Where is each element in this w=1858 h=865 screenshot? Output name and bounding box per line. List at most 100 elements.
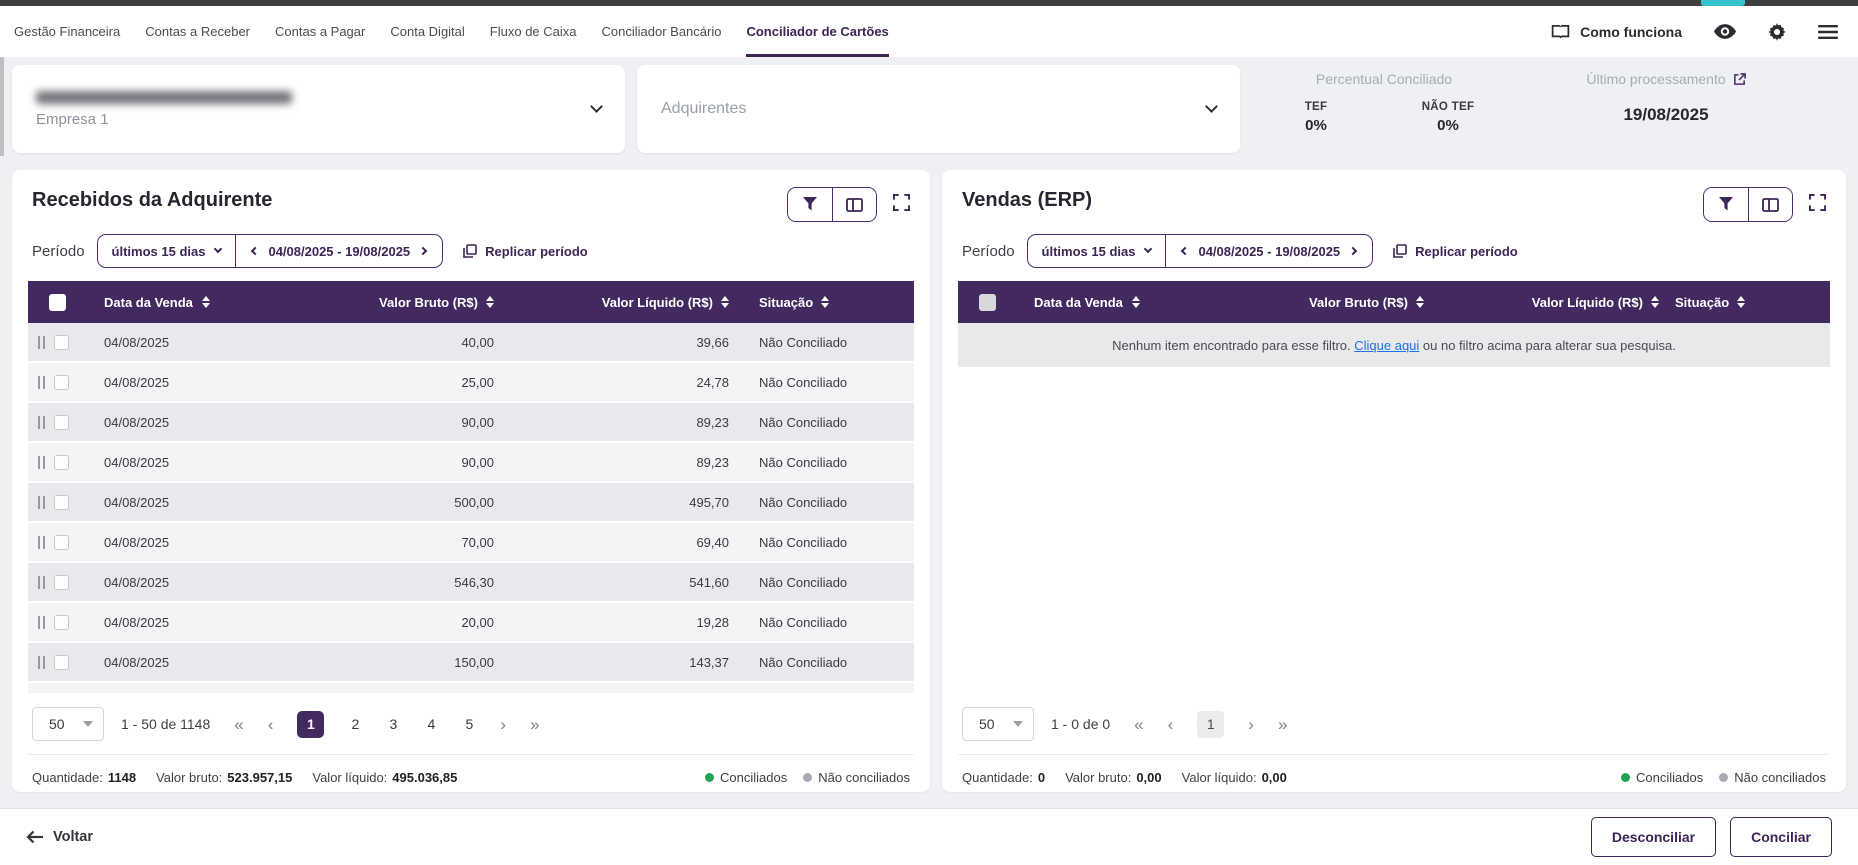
status-badge: Não Conciliado	[759, 454, 848, 470]
drag-handle-icon[interactable]	[38, 575, 45, 589]
menu-icon[interactable]	[1818, 24, 1838, 40]
chevron-left-icon[interactable]	[251, 246, 260, 256]
conciliar-button[interactable]: Conciliar	[1730, 817, 1832, 857]
filter-icon[interactable]	[1704, 188, 1748, 221]
last-page-button[interactable]: »	[1277, 714, 1288, 734]
desconciliar-button[interactable]: Desconciliar	[1590, 817, 1717, 857]
period-preset-select[interactable]: últimos 15 dias	[98, 235, 236, 267]
table-row[interactable]: 04/08/2025 90,00 89,23 Não Conciliado	[28, 443, 914, 483]
sort-icon[interactable]	[1131, 295, 1140, 309]
nav-fluxo-de-caixa[interactable]: Fluxo de Caixa	[489, 24, 577, 39]
empty-state-message: Nenhum item encontrado para esse filtro.…	[958, 323, 1830, 367]
next-page-button[interactable]: ›	[500, 714, 507, 734]
left-summary: Quantidade: 1148 Valor bruto: 523.957,15 V…	[28, 754, 914, 792]
table-row[interactable]: 04/08/2025 20,00 19,28 Não Conciliado	[28, 603, 914, 643]
replicate-period-button[interactable]: Replicar período	[463, 244, 588, 259]
row-checkbox[interactable]	[54, 414, 69, 430]
page-3-button[interactable]: 3	[389, 716, 398, 732]
company-select[interactable]: Empresa 1	[12, 65, 625, 153]
first-page-button[interactable]: «	[1134, 714, 1144, 734]
table-row[interactable]: 04/08/2025 40,00 39,66 Não Conciliado	[28, 323, 914, 363]
chevron-right-icon[interactable]	[1348, 246, 1358, 256]
nav-contas-a-receber[interactable]: Contas a Receber	[145, 24, 251, 39]
drag-handle-icon[interactable]	[38, 615, 45, 629]
drag-handle-icon[interactable]	[38, 455, 45, 469]
nav-conta-digital[interactable]: Conta Digital	[390, 24, 465, 39]
prev-page-button[interactable]: ‹	[267, 714, 274, 734]
how-it-works-button[interactable]: Como funciona	[1550, 24, 1682, 40]
table-row[interactable]: 04/08/2025 25,00 24,78 Não Conciliado	[28, 363, 914, 403]
sort-icon[interactable]	[1651, 295, 1659, 309]
row-checkbox[interactable]	[54, 574, 69, 590]
drag-handle-icon[interactable]	[38, 415, 45, 429]
sort-icon[interactable]	[486, 295, 494, 309]
eye-icon[interactable]	[1714, 24, 1736, 39]
table-row[interactable]: 04/08/2025 500,00 495,70 Não Conciliado	[28, 483, 914, 523]
chevron-right-icon[interactable]	[418, 246, 428, 256]
table-row[interactable]: 04/08/2025 90,00 89,23 Não Conciliado	[28, 403, 914, 443]
prev-page-button[interactable]: ‹	[1167, 714, 1174, 734]
select-all-checkbox[interactable]	[49, 293, 66, 311]
col-data-da-venda: Data da Venda	[1034, 294, 1123, 310]
columns-icon[interactable]	[832, 188, 876, 221]
next-page-button[interactable]: ›	[1248, 714, 1254, 734]
page-4-button[interactable]: 4	[427, 716, 436, 732]
chevron-down-icon	[590, 100, 603, 113]
replicate-period-button[interactable]: Replicar período	[1393, 244, 1518, 259]
drag-handle-icon[interactable]	[38, 375, 45, 389]
table-header: Data da Venda Valor Bruto (R$) Valor Líq…	[28, 281, 914, 323]
nav-contas-a-pagar[interactable]: Contas a Pagar	[275, 24, 366, 39]
table-row[interactable]: 04/08/2025 70,00 69,40 Não Conciliado	[28, 523, 914, 563]
col-situacao: Situação	[1675, 294, 1730, 310]
clique-aqui-link[interactable]: Clique aqui	[1354, 337, 1420, 353]
back-button[interactable]: Voltar	[26, 829, 93, 845]
copy-icon	[463, 244, 477, 258]
col-valor-bruto: Valor Bruto (R$)	[1309, 294, 1408, 310]
page-2-button[interactable]: 2	[351, 716, 360, 732]
nav-conciliador-de-cartoes[interactable]: Conciliador de Cartões	[746, 6, 889, 57]
first-page-button[interactable]: «	[234, 714, 244, 734]
top-navbar: Gestão Financeira Contas a Receber Conta…	[0, 6, 1858, 57]
nav-conciliador-bancario[interactable]: Conciliador Bancário	[601, 24, 722, 39]
expand-icon[interactable]	[1809, 193, 1826, 216]
columns-icon[interactable]	[1748, 188, 1792, 221]
filter-icon[interactable]	[788, 188, 832, 221]
sort-icon[interactable]	[201, 295, 210, 309]
left-panel-title: Recebidos da Adquirente	[32, 189, 273, 211]
select-all-checkbox[interactable]	[979, 293, 996, 311]
sort-icon[interactable]	[821, 295, 830, 309]
page-size-select[interactable]: 50	[32, 707, 104, 741]
drag-handle-icon[interactable]	[38, 655, 45, 669]
drag-handle-icon[interactable]	[38, 495, 45, 509]
acquirers-select[interactable]: Adquirentes	[637, 65, 1240, 153]
drag-handle-icon[interactable]	[38, 335, 45, 349]
row-checkbox[interactable]	[54, 534, 69, 550]
page-5-button[interactable]: 5	[465, 716, 474, 732]
row-checkbox[interactable]	[54, 454, 69, 470]
row-checkbox[interactable]	[54, 654, 69, 670]
nav-gestao-financeira[interactable]: Gestão Financeira	[14, 24, 121, 39]
sort-icon[interactable]	[1737, 295, 1746, 309]
period-range-picker[interactable]: 04/08/2025 - 19/08/2025	[1165, 235, 1372, 267]
percent-title: Percentual Conciliado	[1315, 71, 1453, 87]
page-size-select[interactable]: 50	[962, 707, 1034, 741]
period-label: Período	[962, 242, 1015, 260]
table-row[interactable]: 04/08/2025 546,30 541,60 Não Conciliado	[28, 563, 914, 603]
chevron-left-icon[interactable]	[1181, 246, 1190, 256]
drag-handle-icon[interactable]	[38, 535, 45, 549]
period-range-picker[interactable]: 04/08/2025 - 19/08/2025	[235, 235, 442, 267]
expand-icon[interactable]	[893, 193, 910, 216]
sort-icon[interactable]	[1416, 295, 1424, 309]
row-checkbox[interactable]	[54, 614, 69, 630]
row-checkbox[interactable]	[54, 494, 69, 510]
page-1-button[interactable]: 1	[297, 710, 325, 738]
external-link-icon[interactable]	[1733, 72, 1746, 86]
row-checkbox[interactable]	[54, 334, 69, 350]
gear-icon[interactable]	[1768, 22, 1786, 41]
last-page-button[interactable]: »	[530, 714, 540, 734]
page-1-button[interactable]: 1	[1197, 710, 1225, 738]
row-checkbox[interactable]	[54, 374, 69, 390]
period-preset-select[interactable]: últimos 15 dias	[1028, 235, 1166, 267]
sort-icon[interactable]	[721, 295, 729, 309]
table-row[interactable]: 04/08/2025 150,00 143,37 Não Conciliado	[28, 643, 914, 683]
